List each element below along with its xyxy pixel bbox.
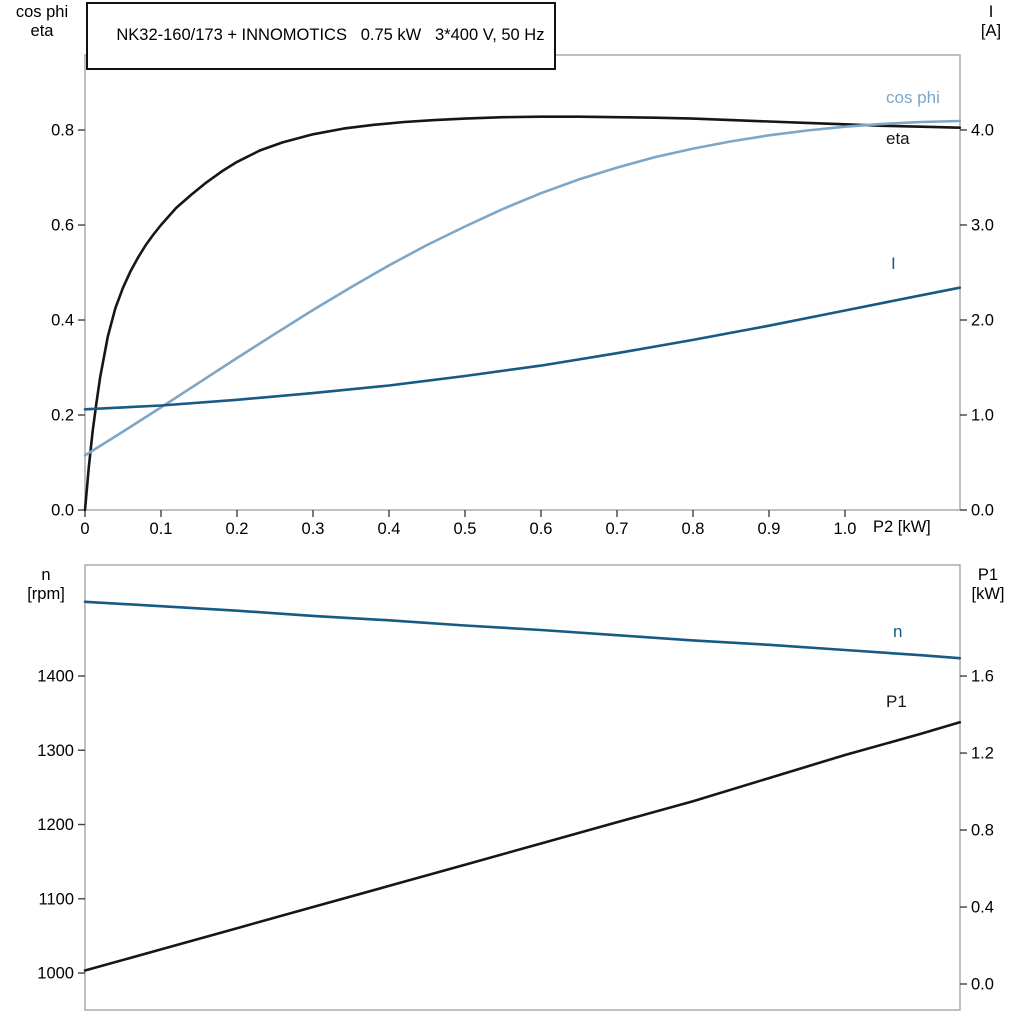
right-tick-label-lower: 1.2 [971,745,994,763]
left-axis-header-upper-line1: cos phi [15,3,69,21]
x-tick-label-upper: 0.8 [682,520,705,538]
x-tick-label-upper: 0 [80,520,89,538]
chart-title-box: NK32-160/173 + INNOMOTICS 0.75 kW 3*400 … [86,2,557,70]
left-tick-label-upper: 0.0 [51,502,74,520]
right-tick-label-lower: 0.8 [971,822,994,840]
left-tick-label-lower: 1300 [37,742,74,760]
chart-title: NK32-160/173 + INNOMOTICS 0.75 kW 3*400 … [116,26,545,44]
curve-label-eta: eta [886,129,910,148]
left-tick-label-upper: 0.6 [51,217,74,235]
curve-label-I: I [891,254,896,273]
left-tick-label-upper: 0.4 [51,312,74,330]
x-tick-label-upper: 0.1 [150,520,173,538]
curve-label-P1: P1 [886,692,907,711]
right-tick-label-upper: 0.0 [971,502,994,520]
right-axis-header-upper: I [A] [960,3,1022,41]
right-tick-label-lower: 1.6 [971,668,994,686]
x-tick-label-upper: 0.5 [454,520,477,538]
x-tick-label-upper: 1.0 [834,520,857,538]
curve-cos_phi [83,119,962,457]
left-axis-header-lower-line2: [rpm] [27,585,65,603]
right-tick-label-upper: 2.0 [971,311,994,329]
x-tick-label-upper: 0.3 [302,520,325,538]
left-axis-header-lower: n [rpm] [8,566,84,604]
curve-P1 [83,720,962,972]
plot-frame-lower [84,564,961,1011]
curve-eta [83,115,962,512]
curve-label-n: n [893,622,902,641]
right-tick-label-upper: 4.0 [971,121,994,139]
left-tick-label-upper: 0.2 [51,407,74,425]
x-tick-label-upper: 0.2 [226,520,249,538]
right-tick-label-lower: 0.4 [971,899,994,917]
left-tick-label-lower: 1000 [37,965,74,983]
x-tick-label-upper: 0.4 [378,520,401,538]
left-axis-header-lower-line1: n [41,566,51,584]
x-tick-label-upper: 0.6 [530,520,553,538]
left-tick-label-lower: 1400 [37,668,74,686]
x-tick-label-upper: 0.7 [606,520,629,538]
right-tick-label-upper: 3.0 [971,216,994,234]
left-axis-header-upper: cos phi eta [0,3,84,41]
left-tick-label-lower: 1200 [37,816,74,834]
left-axis-header-upper-line2: eta [30,22,54,40]
right-axis-header-upper-line1: I [988,3,994,21]
curve-I [83,286,962,411]
right-tick-label-lower: 0.0 [971,976,994,994]
x-axis-label: P2 [kW] [873,518,931,536]
left-tick-label-upper: 0.8 [51,122,74,140]
right-axis-header-lower: P1 [kW] [954,566,1022,604]
left-tick-label-lower: 1100 [39,890,74,908]
right-axis-header-lower-line1: P1 [977,566,999,584]
curve-n [83,600,962,660]
right-tick-label-upper: 1.0 [971,406,994,424]
right-axis-header-lower-line2: [kW] [971,585,1005,603]
curve-label-cos_phi: cos phi [886,88,940,107]
x-tick-label-upper: 0.9 [758,520,781,538]
right-axis-header-upper-line2: [A] [980,22,1002,40]
